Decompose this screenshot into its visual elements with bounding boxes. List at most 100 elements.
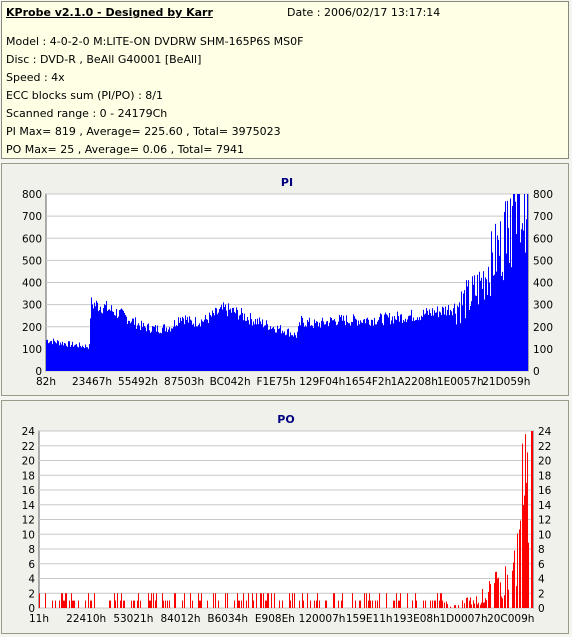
- bar-0-98: [144, 326, 146, 371]
- bar-0-341: [387, 315, 389, 371]
- bar-0-187: [233, 307, 235, 371]
- bar-0-49: [95, 306, 97, 371]
- bar-0-40: [86, 347, 88, 371]
- bar-0-232: [278, 329, 280, 371]
- bar-0-478: [524, 194, 526, 371]
- bar-0-411: [457, 305, 459, 371]
- bar-0-439: [485, 277, 487, 371]
- bar-1-240: [279, 600, 281, 608]
- bar-1-27: [66, 593, 68, 608]
- bar-0-204: [250, 313, 252, 371]
- bar-0-443: [489, 282, 491, 371]
- bar-1-99: [138, 593, 140, 608]
- bar-0-129: [175, 326, 177, 371]
- bar-0-116: [162, 327, 164, 371]
- bar-0-272: [318, 326, 320, 371]
- bar-0-330: [376, 324, 378, 371]
- bar-0-353: [399, 321, 401, 371]
- bar-0-247: [293, 336, 295, 371]
- bar-0-212: [258, 324, 260, 371]
- bar-1-82: [121, 593, 123, 608]
- bar-1-473: [512, 570, 514, 608]
- bar-0-209: [255, 318, 257, 371]
- bar-0-112: [158, 332, 160, 371]
- bar-0-280: [326, 321, 328, 371]
- bar-0-63: [109, 309, 111, 371]
- bar-0-22: [68, 341, 70, 371]
- bar-0-449: [495, 223, 497, 371]
- bar-0-390: [436, 312, 438, 371]
- bar-1-162: [201, 593, 203, 608]
- bar-0-113: [159, 333, 161, 371]
- bar-1-229: [268, 593, 270, 608]
- bar-0-462: [508, 227, 510, 371]
- bar-1-373: [412, 600, 414, 608]
- bar-0-436: [482, 288, 484, 371]
- bar-0-400: [446, 315, 448, 371]
- bar-0-11: [57, 340, 59, 371]
- x-tick-0-4: BC042h: [210, 376, 251, 388]
- bar-0-348: [394, 316, 396, 371]
- bars-1: [39, 431, 534, 608]
- bar-0-393: [439, 311, 441, 371]
- bar-0-374: [420, 320, 422, 371]
- bar-0-452: [498, 239, 500, 371]
- bar-0-395: [441, 315, 443, 371]
- bar-0-229: [275, 332, 277, 371]
- bar-0-105: [151, 331, 153, 371]
- bar-1-250: [289, 593, 291, 608]
- y-tick-left-0-2: 200: [22, 322, 42, 334]
- bar-1-451: [490, 584, 492, 608]
- bar-1-275: [314, 600, 316, 608]
- bar-0-176: [222, 309, 224, 371]
- bar-0-141: [187, 317, 189, 371]
- bar-0-117: [163, 324, 165, 371]
- bar-0-363: [409, 315, 411, 371]
- bar-0-373: [419, 317, 421, 371]
- bar-1-228: [267, 593, 269, 608]
- bar-1-295: [334, 593, 336, 608]
- bar-0-324: [370, 325, 372, 371]
- y-tick-left-1-2: 4: [28, 574, 35, 586]
- bar-0-254: [300, 325, 302, 371]
- bar-0-375: [421, 315, 423, 371]
- bar-0-276: [322, 317, 324, 371]
- bar-1-6: [45, 593, 47, 608]
- bar-1-408: [447, 604, 449, 608]
- bar-1-123: [162, 593, 164, 608]
- x-tick-1-5: E908Eh: [255, 613, 295, 625]
- bar-0-366: [412, 321, 414, 371]
- bar-1-13: [52, 600, 54, 608]
- bar-0-107: [153, 326, 155, 371]
- bar-0-253: [299, 322, 301, 371]
- y-tick-left-1-3: 6: [28, 559, 35, 571]
- bar-0-282: [328, 326, 330, 371]
- bar-1-20: [59, 600, 61, 608]
- bar-1-49: [88, 593, 90, 608]
- bar-0-177: [223, 302, 225, 371]
- bar-0-417: [463, 293, 465, 371]
- bar-0-72: [118, 316, 120, 371]
- bar-0-110: [156, 331, 158, 371]
- bar-1-446: [485, 598, 487, 608]
- bar-1-109: [148, 593, 150, 608]
- bar-0-82: [128, 320, 130, 371]
- bar-1-294: [333, 593, 335, 608]
- bar-1-75: [114, 593, 116, 608]
- x-tick-1-4: B6034h: [207, 613, 248, 625]
- bar-0-207: [253, 321, 255, 371]
- bar-0-219: [265, 325, 267, 371]
- bar-0-103: [149, 330, 151, 371]
- bar-1-330: [369, 593, 371, 608]
- bar-1-456: [495, 571, 497, 608]
- bar-1-403: [442, 600, 444, 608]
- bar-0-152: [198, 324, 200, 371]
- bar-1-85: [124, 600, 126, 608]
- bar-0-91: [137, 325, 139, 371]
- bar-1-469: [508, 589, 510, 608]
- bar-0-189: [235, 313, 237, 371]
- bar-0-156: [202, 321, 204, 371]
- bar-0-146: [192, 324, 194, 371]
- bar-0-290: [336, 325, 338, 371]
- bar-1-458: [497, 578, 499, 608]
